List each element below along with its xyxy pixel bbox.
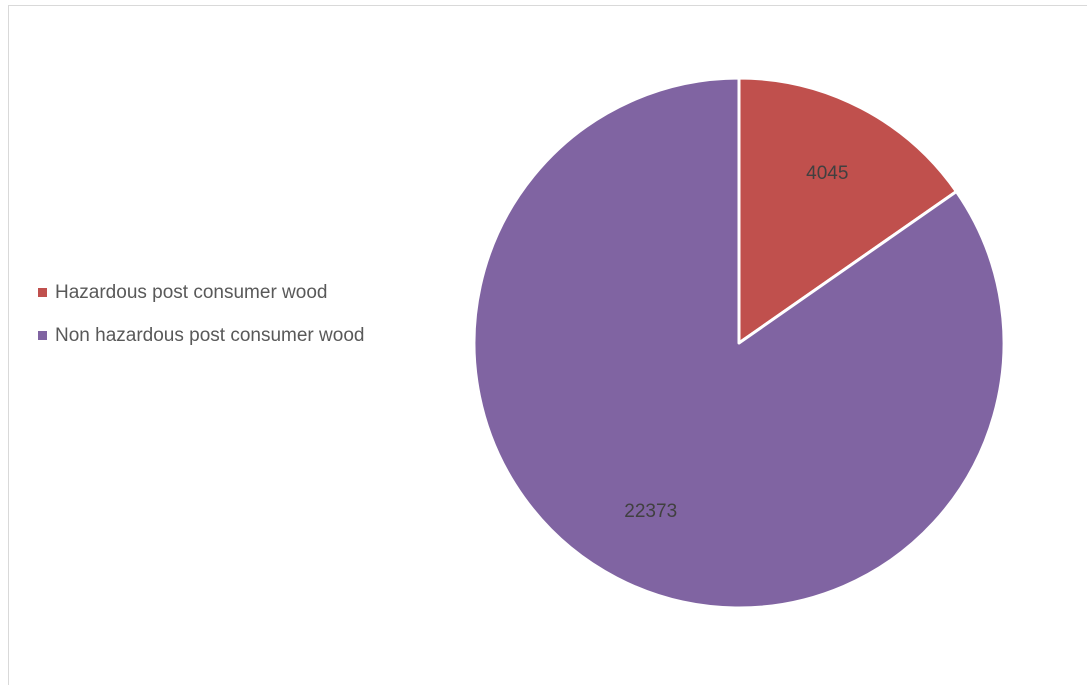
legend: Hazardous post consumer wood Non hazardo… <box>38 278 368 364</box>
legend-item-non-hazardous: Non hazardous post consumer wood <box>38 321 368 350</box>
data-label-non-hazardous: 22373 <box>624 501 677 522</box>
data-label-hazardous: 4045 <box>806 163 848 184</box>
pie-slice-hazardous <box>737 76 958 345</box>
legend-item-hazardous: Hazardous post consumer wood <box>38 278 368 307</box>
pie-slice-non-hazardous <box>472 76 1006 610</box>
legend-swatch-non-hazardous <box>38 331 47 340</box>
legend-swatch-hazardous <box>38 288 47 297</box>
legend-label-hazardous: Hazardous post consumer wood <box>55 282 328 303</box>
chart-frame <box>8 5 1087 685</box>
legend-label-non-hazardous: Non hazardous post consumer wood <box>55 325 365 346</box>
